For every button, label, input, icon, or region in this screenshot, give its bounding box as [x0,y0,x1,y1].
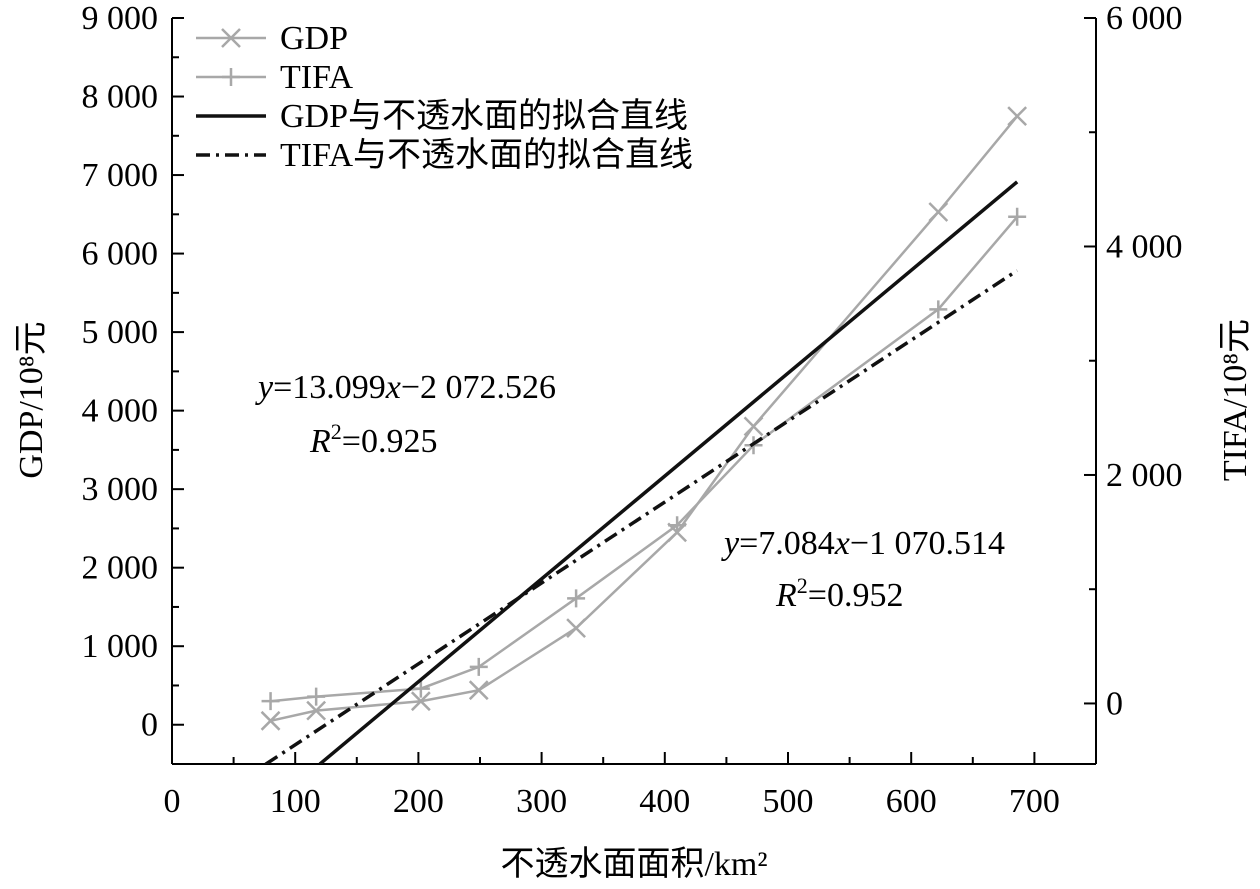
bottom-axis-ticks: 0 100 200 300 400 500 600 700 [164,752,1097,820]
bottom-tick-label: 200 [393,783,444,820]
right-tick-label: 2 000 [1106,457,1183,494]
gdp-point-marker [1007,106,1028,127]
bottom-tick-label: 600 [886,783,937,820]
left-tick-label: 4 000 [82,393,159,430]
right-tick-label: 4 000 [1106,228,1183,265]
gdp-point-marker [260,710,281,731]
left-tick-label: 2 000 [82,550,159,587]
gdp-point-marker [306,700,327,721]
tifa-point-marker [929,300,948,319]
gdp-point-marker [743,416,764,437]
legend-gdp-marker [221,28,241,48]
gdp-equation: y=13.099x−2 072.526 [255,369,556,406]
tifa-point-marker [307,687,326,706]
legend-tifa-marker [222,68,240,86]
right-tick-label: 6 000 [1106,0,1183,37]
legend-gdp-fit-label: GDP与不透水面的拟合直线 [280,97,688,135]
left-tick-label: 8 000 [82,79,159,116]
left-tick-label: 3 000 [82,471,159,508]
bottom-tick-label: 100 [270,783,321,820]
legend-gdp-label: GDP [280,20,348,57]
left-tick-label: 6 000 [82,236,159,273]
left-axis-title: GDP/10⁸元 [13,321,50,478]
gdp-point-marker [410,691,431,712]
bottom-tick-label: 0 [164,783,181,820]
tifa-point-marker [411,679,430,698]
tifa-point-marker [1008,207,1027,226]
left-tick-label: 9 000 [82,0,159,37]
series-layer [260,106,1028,764]
tifa-point-marker [567,589,586,608]
tifa-equation: y=7.084x−1 070.514 [721,525,1005,562]
gdp-point-marker [566,618,586,639]
tifa-point-marker [261,692,280,711]
gdp-r-squared: R2=0.925 [309,419,437,460]
left-axis-ticks: 0 1 000 2 000 3 000 4 000 5 000 6 000 7 000 8 00… [82,0,184,765]
tifa-r-squared: R2=0.952 [775,573,903,614]
bottom-tick-label: 300 [516,783,567,820]
left-tick-label: 1 000 [82,628,159,665]
gdp-point-marker [468,680,489,701]
left-tick-label: 7 000 [82,157,159,194]
tifa-fit-line [264,269,1019,764]
tifa-point-marker [668,516,687,535]
left-tick-label: 0 [141,707,158,744]
right-axis-title: TIFA/10⁸元 [1217,319,1254,481]
gdp-series-line [270,115,1019,723]
left-tick-label: 5 000 [82,314,159,351]
bottom-tick-label: 700 [1009,783,1060,820]
tifa-point-marker [469,657,488,676]
gdp-fit-line [318,180,1019,764]
right-tick-label: 0 [1106,685,1123,722]
x-axis-title: 不透水面面积/km² [500,846,767,883]
legend-tifa-label: TIFA [280,59,353,96]
legend-tifa-fit-label: TIFA与不透水面的拟合直线 [280,136,693,174]
bottom-tick-label: 400 [639,783,690,820]
legend: GDP TIFA GDP与不透水面的拟合直线 TIFA与不透水面的拟合直线 [196,20,693,174]
gdp-point-marker [928,202,949,222]
bottom-tick-label: 500 [763,783,814,820]
right-axis-ticks: 0 2 000 4 000 6 000 [1084,0,1183,722]
